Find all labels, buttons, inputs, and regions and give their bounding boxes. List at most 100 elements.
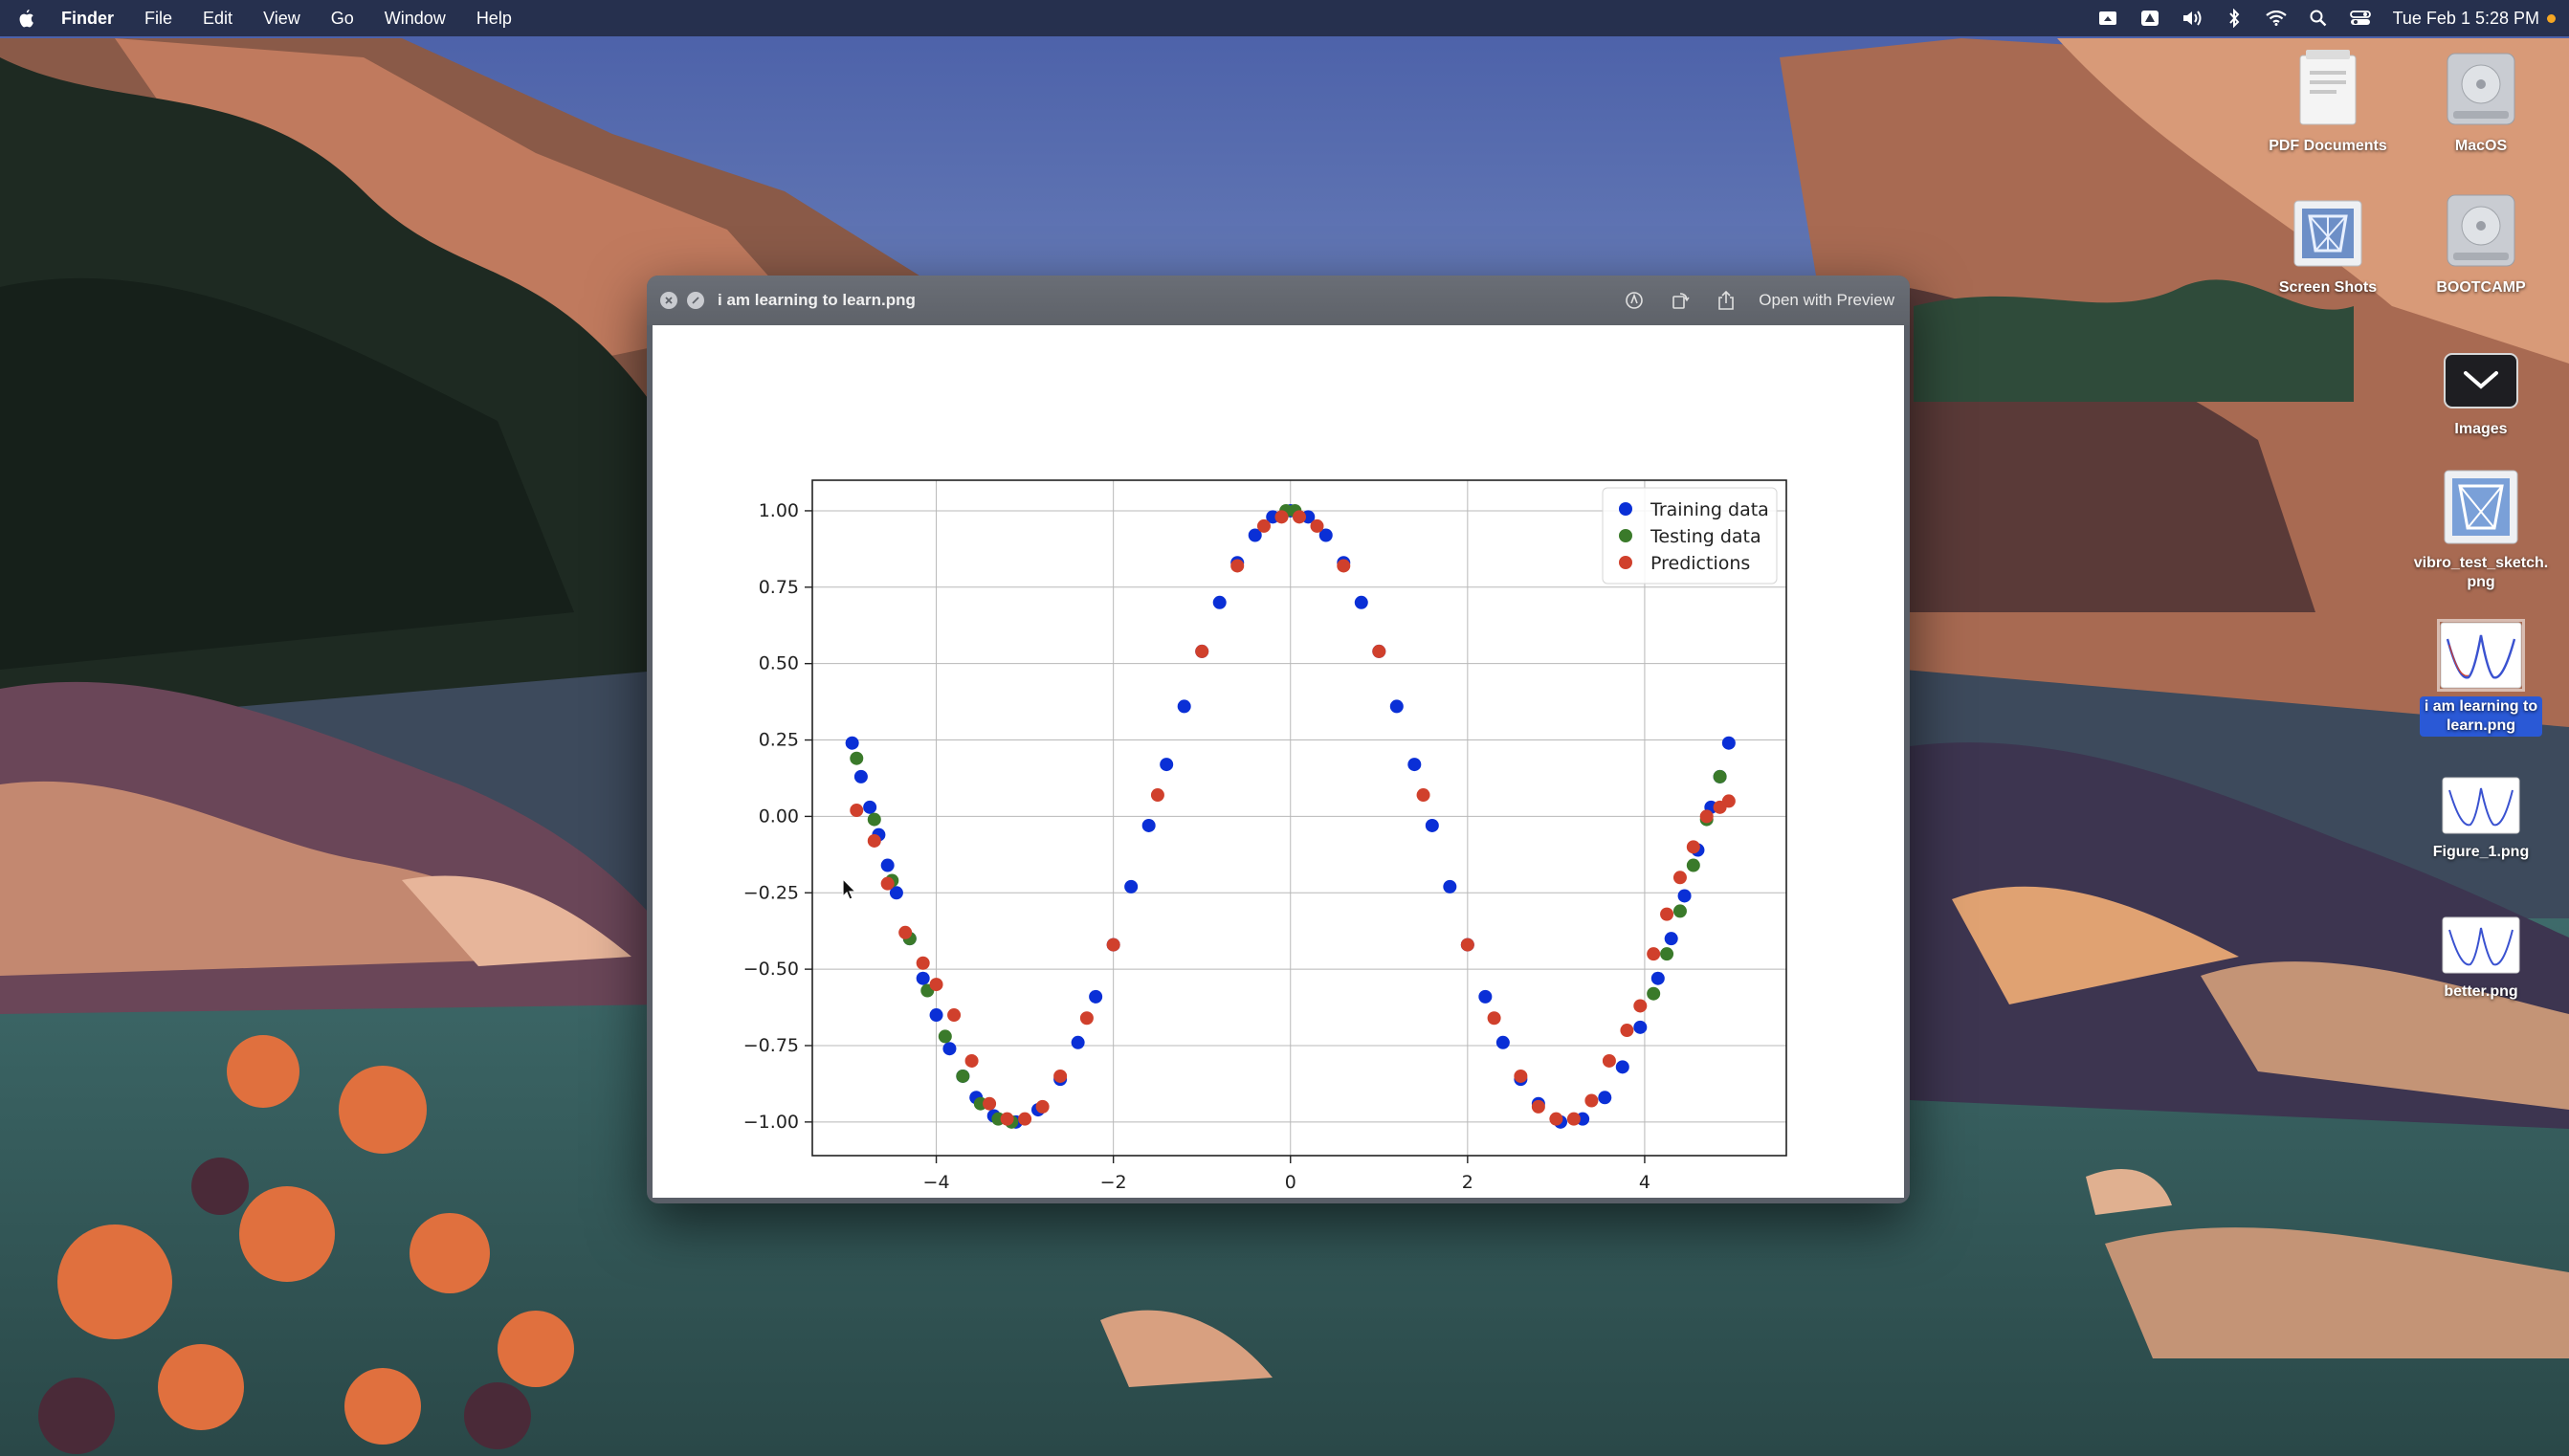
desktop-icon-label: better.png bbox=[2444, 983, 2518, 1000]
quick-look-toolbar: Open with Preview bbox=[1600, 276, 1894, 325]
data-point bbox=[947, 1008, 962, 1023]
series-predictions bbox=[850, 510, 1736, 1126]
data-point bbox=[1389, 699, 1404, 714]
data-point bbox=[1660, 947, 1674, 961]
apple-menu-icon[interactable] bbox=[17, 9, 36, 28]
bluetooth-icon[interactable] bbox=[2223, 7, 2246, 30]
data-point bbox=[1495, 1035, 1510, 1049]
image-file-icon bbox=[2433, 892, 2529, 974]
close-button[interactable] bbox=[660, 292, 677, 309]
data-point bbox=[1337, 559, 1351, 573]
desktop-icon-label: BOOTCAMP bbox=[2436, 279, 2526, 296]
desktop-icon-label: vibro_test_sketch. png bbox=[2413, 555, 2549, 590]
data-point bbox=[898, 925, 913, 939]
data-point bbox=[1686, 840, 1700, 854]
y-tick-label: 0.50 bbox=[759, 653, 799, 674]
wifi-icon[interactable] bbox=[2265, 7, 2288, 30]
desktop-icon-figure-1[interactable]: Figure_1.png bbox=[2390, 752, 2569, 863]
data-point bbox=[1602, 1053, 1616, 1068]
data-point bbox=[1660, 907, 1674, 921]
data-point bbox=[1354, 595, 1368, 609]
desktop-icon-bootcamp-drive[interactable]: BOOTCAMP bbox=[2390, 188, 2569, 298]
share-icon[interactable] bbox=[1715, 289, 1738, 312]
recording-indicator-dot bbox=[2547, 13, 2556, 23]
y-tick-label: 0.75 bbox=[759, 577, 799, 598]
data-point bbox=[1293, 510, 1306, 524]
data-point bbox=[845, 736, 859, 750]
data-point bbox=[1721, 794, 1736, 808]
x-tick-label: 4 bbox=[1639, 1172, 1650, 1193]
menu-window[interactable]: Window bbox=[384, 8, 446, 28]
desktop-icon-pdf-documents[interactable]: PDF Documents bbox=[2237, 46, 2419, 157]
scatter-chart: −4 −2 0 2 4 1.00 0.75 0.50 0.25 0.00 −0.25 −0.50 −0.… bbox=[743, 479, 1787, 1193]
control-center-icon[interactable] bbox=[2349, 7, 2372, 30]
menu-view[interactable]: View bbox=[263, 8, 300, 28]
screen-mirroring-icon[interactable] bbox=[2096, 7, 2119, 30]
data-point bbox=[1686, 858, 1700, 872]
y-tick-label: 0.25 bbox=[759, 730, 799, 751]
y-tick-label: −0.25 bbox=[743, 882, 799, 903]
drive-icon[interactable] bbox=[2138, 7, 2161, 30]
y-tick-label: 1.00 bbox=[759, 500, 799, 521]
data-point bbox=[1248, 528, 1262, 542]
data-point bbox=[1177, 699, 1191, 714]
legend-label: Predictions bbox=[1650, 553, 1750, 574]
data-point bbox=[1195, 644, 1209, 658]
data-point bbox=[916, 956, 930, 970]
chart-marks bbox=[845, 503, 1736, 1129]
data-point bbox=[1141, 818, 1156, 832]
axis-ticks: −4 −2 0 2 4 1.00 0.75 0.50 0.25 0.00 −0.25 −0.50 −0.… bbox=[743, 500, 1650, 1193]
y-tick-label: 0.00 bbox=[759, 805, 799, 827]
x-tick-label: −2 bbox=[1100, 1172, 1127, 1193]
desktop-icon-macos-drive[interactable]: MacOS bbox=[2390, 46, 2569, 157]
data-point bbox=[1160, 758, 1174, 772]
fullscreen-icon bbox=[692, 297, 699, 304]
y-tick-label: −1.00 bbox=[743, 1112, 799, 1133]
desktop-icon-i-am-learning-to-learn[interactable]: i am learning to learn.png bbox=[2390, 607, 2569, 737]
menu-bar-clock[interactable]: Tue Feb 1 5:28 PM bbox=[2392, 8, 2539, 28]
data-point bbox=[1416, 788, 1430, 803]
markup-icon[interactable] bbox=[1623, 289, 1646, 312]
x-tick-label: −4 bbox=[923, 1172, 950, 1193]
legend-label: Training data bbox=[1650, 499, 1769, 520]
menu-file[interactable]: File bbox=[144, 8, 173, 28]
menu-edit[interactable]: Edit bbox=[203, 8, 233, 28]
rotate-icon[interactable] bbox=[1669, 289, 1692, 312]
desktop-icon-screen-shots[interactable]: Screen Shots bbox=[2237, 188, 2419, 298]
volume-icon[interactable] bbox=[2181, 7, 2204, 30]
data-point bbox=[853, 769, 868, 783]
folder-screenshots-icon bbox=[2280, 188, 2376, 270]
menu-help[interactable]: Help bbox=[476, 8, 512, 28]
data-point bbox=[867, 833, 881, 848]
spotlight-search-icon[interactable] bbox=[2307, 7, 2330, 30]
desktop-icon-label: Images bbox=[2454, 421, 2508, 437]
data-point bbox=[1713, 769, 1727, 783]
desktop-icon-better[interactable]: better.png bbox=[2390, 892, 2569, 1003]
data-point bbox=[1071, 1035, 1085, 1049]
data-point bbox=[1230, 559, 1245, 573]
open-with-preview-button[interactable]: Open with Preview bbox=[1759, 291, 1894, 309]
data-point bbox=[983, 1096, 997, 1111]
data-point bbox=[1531, 1099, 1545, 1114]
hard-drive-icon bbox=[2433, 188, 2529, 270]
data-point bbox=[1089, 989, 1103, 1004]
data-point bbox=[1372, 644, 1386, 658]
data-point bbox=[1633, 999, 1648, 1013]
desktop-icon-vibro-test-sketch[interactable]: vibro_test_sketch. png bbox=[2390, 463, 2569, 593]
desktop-icon-label: i am learning to learn.png bbox=[2419, 696, 2543, 737]
menu-go[interactable]: Go bbox=[330, 8, 354, 28]
status-area: Tue Feb 1 5:28 PM bbox=[2077, 0, 2556, 36]
data-point bbox=[1018, 1112, 1032, 1126]
data-point bbox=[1549, 1112, 1563, 1126]
desktop-icon-label: Screen Shots bbox=[2278, 279, 2378, 296]
data-point bbox=[863, 800, 877, 814]
folder-pdf-icon bbox=[2280, 46, 2376, 128]
image-file-icon bbox=[2433, 607, 2529, 692]
plot-frame bbox=[811, 479, 1787, 1157]
data-point bbox=[1664, 932, 1678, 946]
app-menu-finder[interactable]: Finder bbox=[61, 8, 115, 28]
data-point bbox=[1633, 1020, 1648, 1034]
fullscreen-button[interactable] bbox=[687, 292, 704, 309]
desktop-icon-images-stack[interactable]: Images bbox=[2390, 329, 2569, 440]
